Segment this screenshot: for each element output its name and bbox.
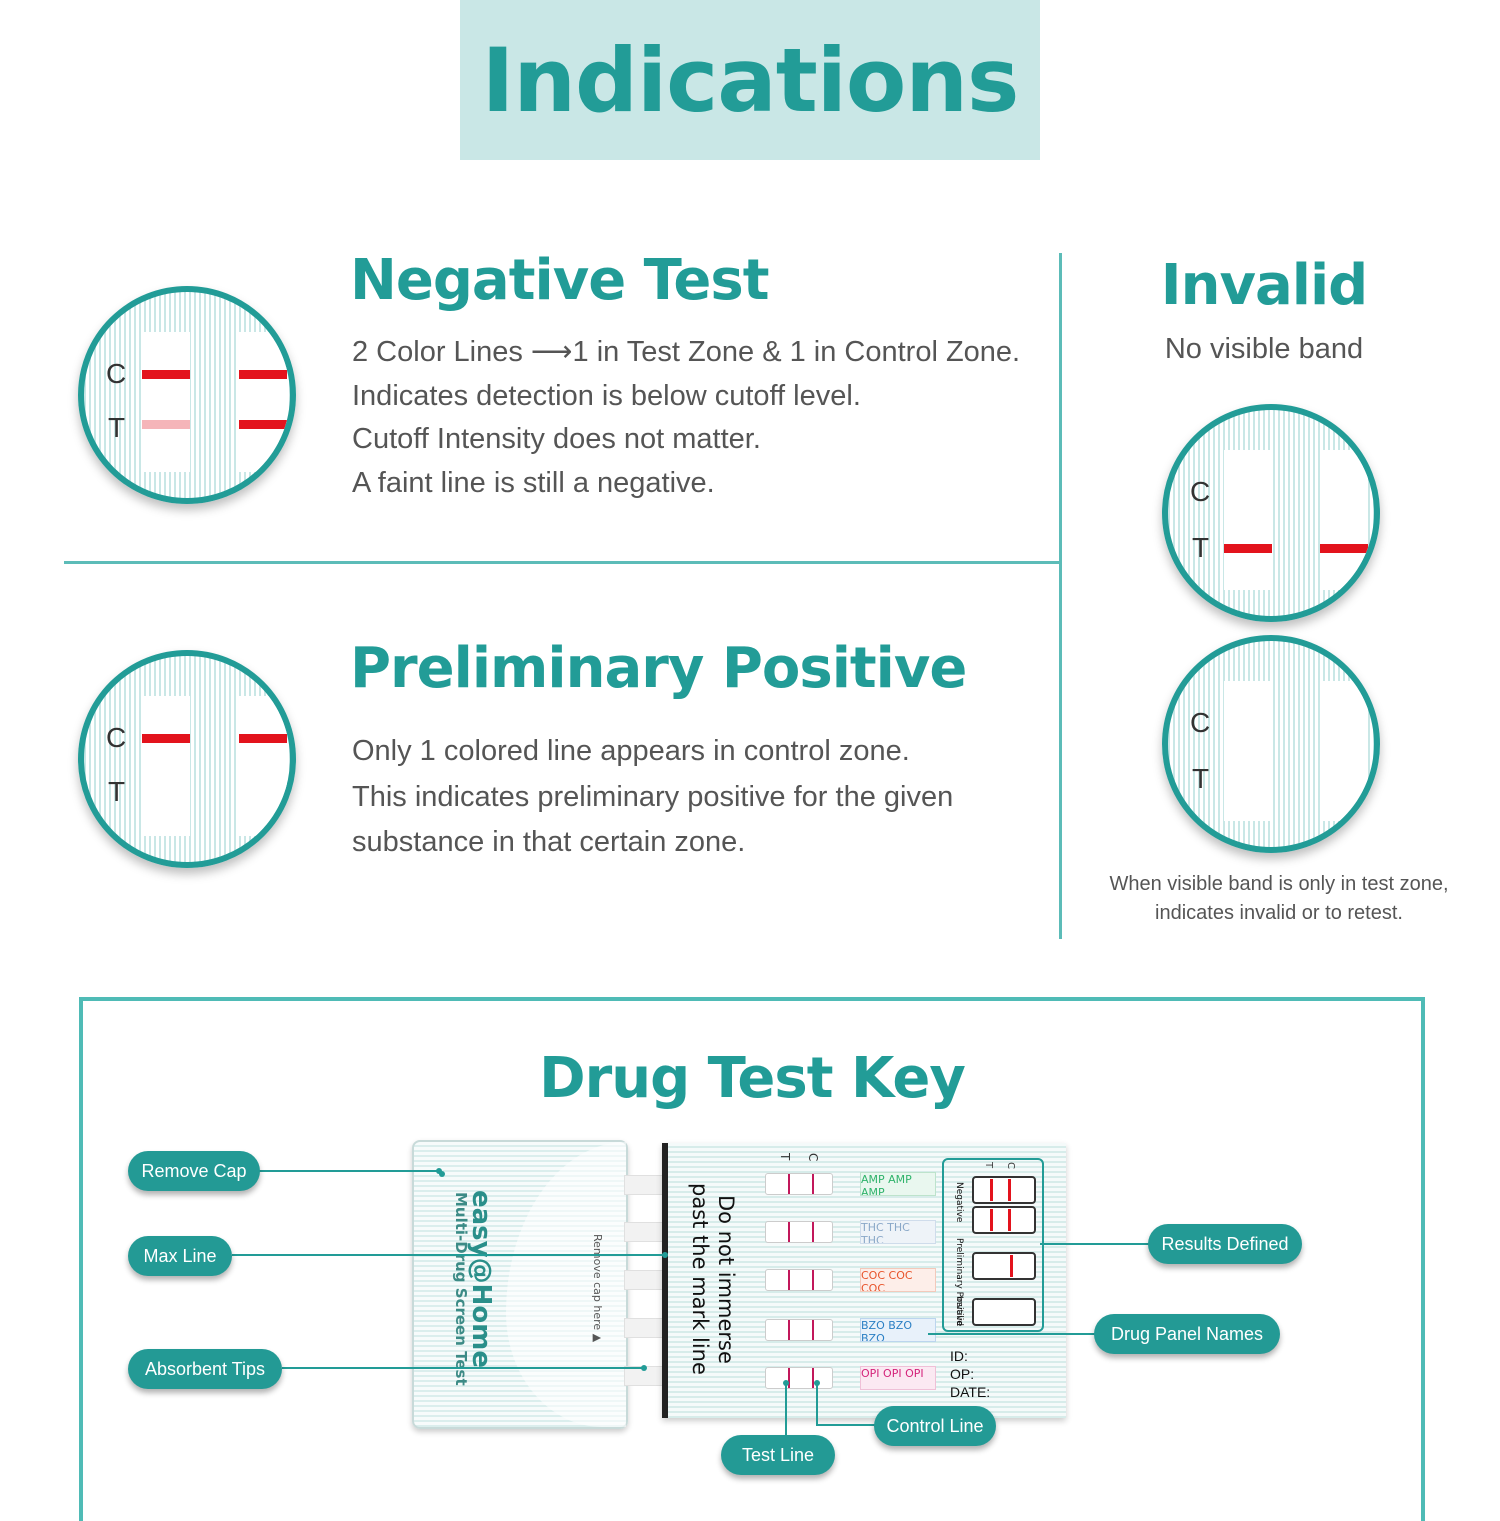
control-band	[239, 734, 287, 743]
drug-label-amp: AMP AMP AMP	[860, 1172, 936, 1196]
results-invalid-label: Invalid	[954, 1296, 964, 1326]
brand-logo: easy@Home	[466, 1190, 496, 1368]
control-zone-label: C	[1190, 476, 1211, 507]
control-band	[142, 370, 190, 379]
form-op: OP:	[950, 1366, 975, 1382]
positive-title: Preliminary Positive	[350, 636, 967, 701]
strip-t-label: T	[778, 1153, 792, 1161]
device-cap: easy@Home Multi-Drug Screen Test Remove …	[412, 1140, 628, 1429]
key-title: Drug Test Key	[539, 1046, 966, 1111]
control-zone-label: C	[1190, 707, 1211, 738]
result-negative-window	[972, 1176, 1036, 1204]
invalid-subtitle: No visible band	[1164, 333, 1364, 365]
result-positive-window	[972, 1252, 1036, 1280]
test-zone-label: T	[1192, 532, 1210, 563]
callout-results-defined: Results Defined	[1148, 1224, 1302, 1264]
test-band	[1320, 544, 1368, 553]
negative-result-magnifier: C T	[78, 286, 296, 504]
warning-text-2: past the mark line	[688, 1183, 712, 1375]
header-banner: Indications	[460, 0, 1040, 160]
drug-label-thc: THC THC THC	[860, 1220, 936, 1244]
test-zone-label: T	[1192, 763, 1210, 794]
result-invalid-window	[972, 1298, 1036, 1326]
strip-window	[765, 1173, 833, 1195]
test-band	[1224, 544, 1272, 553]
callout-max-line: Max Line	[128, 1236, 232, 1276]
product-name: Multi-Drug Screen Test	[452, 1192, 470, 1386]
invalid-note-line: When visible band is only in test zone,	[1109, 873, 1449, 895]
invalid-no-band-magnifier: C T	[1162, 635, 1380, 853]
results-legend: C T Negative Preliminary Positive Invali…	[942, 1158, 1044, 1332]
warning-text-1: Do not immerse	[714, 1195, 738, 1364]
positive-result-magnifier: C T	[78, 650, 296, 868]
connector-absorbent-tips	[282, 1367, 644, 1369]
strip-window	[765, 1269, 833, 1291]
callout-control-line: Control Line	[874, 1406, 996, 1446]
test-zone-label: T	[108, 412, 126, 443]
drug-label-opi: OPI OPI OPI	[860, 1366, 936, 1390]
connector-dot	[662, 1252, 668, 1258]
drug-test-key-frame	[79, 997, 1425, 1521]
connector-max-line	[232, 1254, 664, 1256]
callout-remove-cap: Remove Cap	[128, 1151, 260, 1191]
results-t-label: T	[983, 1162, 994, 1169]
strip-c-label: C	[806, 1153, 820, 1162]
connector-control-line-h	[816, 1424, 876, 1426]
form-id: ID:	[950, 1348, 968, 1364]
strip-window	[765, 1221, 833, 1243]
invalid-result-magnifier: C T	[1162, 404, 1380, 622]
connector-drug-panel-names	[928, 1333, 1096, 1335]
connector-dot	[436, 1168, 442, 1174]
invalid-title: Invalid	[1160, 253, 1368, 318]
strip-window	[765, 1367, 833, 1389]
positive-description: Only 1 colored line appears in control z…	[352, 729, 1052, 866]
connector-dot	[783, 1380, 789, 1386]
form-date: DATE:	[950, 1384, 991, 1400]
faint-test-band	[142, 420, 190, 429]
negative-line: Indicates detection is below cutoff leve…	[352, 379, 861, 412]
results-c-label: C	[1005, 1162, 1016, 1169]
vertical-divider	[1059, 253, 1062, 939]
invalid-note: When visible band is only in test zone, …	[1072, 870, 1486, 928]
negative-description: 2 Color Lines ⟶1 in Test Zone & 1 in Con…	[352, 331, 1052, 505]
drug-label-coc: COC COC COC	[860, 1268, 936, 1292]
positive-line: substance in that certain zone.	[352, 826, 746, 858]
connector-remove-cap	[258, 1170, 438, 1172]
negative-line: 2 Color Lines ⟶1 in Test Zone & 1 in Con…	[352, 336, 1021, 368]
connector-results-defined	[1040, 1243, 1150, 1245]
control-zone-label: C	[106, 722, 127, 753]
callout-absorbent-tips: Absorbent Tips	[128, 1349, 282, 1389]
callout-test-line: Test Line	[721, 1435, 835, 1475]
control-zone-label: C	[106, 358, 127, 389]
test-zone-label: T	[108, 776, 126, 807]
control-band	[239, 370, 287, 379]
test-card: Do not immerse past the mark line T C AM…	[662, 1143, 1066, 1418]
connector-control-line-v	[816, 1382, 818, 1424]
absorbent-tip	[624, 1318, 666, 1338]
connector-dot	[641, 1365, 647, 1371]
positive-line: This indicates preliminary positive for …	[352, 780, 954, 813]
negative-line: A faint line is still a negative.	[352, 466, 715, 499]
positive-line: Only 1 colored line appears in control z…	[352, 735, 910, 767]
test-band	[239, 420, 287, 429]
result-negative-window	[972, 1206, 1036, 1234]
invalid-note-line: indicates invalid or to retest.	[1155, 902, 1403, 924]
absorbent-tip	[624, 1175, 666, 1195]
drug-label-bzo: BZO BZO BZO	[860, 1318, 936, 1342]
negative-line: Cutoff Intensity does not matter.	[352, 423, 761, 455]
absorbent-tip	[624, 1222, 666, 1242]
results-negative-label: Negative	[954, 1182, 964, 1223]
control-band	[142, 734, 190, 743]
page-title: Indications	[481, 28, 1020, 132]
absorbent-tip	[624, 1270, 666, 1290]
negative-title: Negative Test	[350, 248, 770, 313]
cap-dot	[439, 1171, 445, 1177]
strip-window	[765, 1319, 833, 1341]
connector-test-line	[785, 1382, 787, 1436]
cap-hint: Remove cap here ▲	[591, 1234, 604, 1343]
callout-drug-panel-names: Drug Panel Names	[1094, 1314, 1280, 1354]
connector-dot	[814, 1380, 820, 1386]
form-fields: ID: OP: DATE:	[950, 1347, 990, 1401]
horizontal-divider	[64, 561, 1060, 564]
